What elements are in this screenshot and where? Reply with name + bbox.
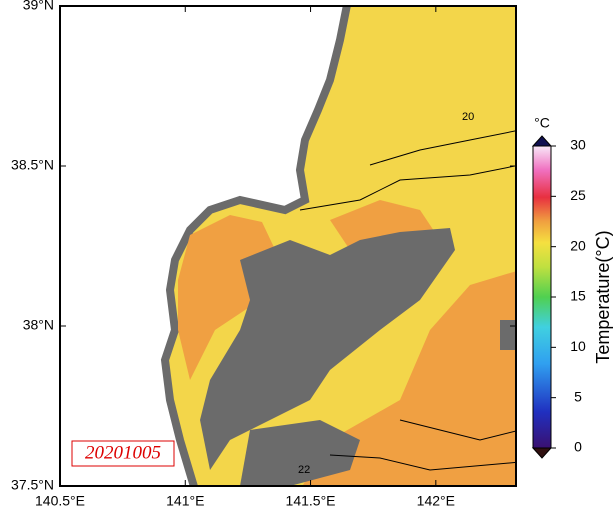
colorbar-unit: °C (534, 115, 550, 131)
no-data-area (200, 228, 455, 470)
y-tick-label: 39°N (23, 0, 54, 13)
colorbar: °C Temperature(°C) (531, 115, 613, 459)
colorbar-tick-label: 25 (570, 187, 586, 203)
colorbar-tick-label: 0 (574, 439, 582, 455)
x-tick-label: 141.5°E (286, 493, 336, 509)
contour (299, 130, 516, 471)
y-tick-label: 38°N (23, 317, 54, 333)
date-label: 20201005 (85, 442, 161, 463)
colorbar-bar (532, 145, 552, 449)
y-tick-label: 38.5°N (11, 157, 54, 173)
no-data-area (500, 320, 516, 350)
colorbar-label: Temperature(°C) (593, 230, 613, 363)
no-data-area (240, 420, 360, 486)
contour-label: 22 (298, 464, 310, 476)
colorbar-tick-label: 10 (570, 338, 586, 354)
colorbar-max (531, 135, 553, 147)
colorbar-min (531, 447, 553, 459)
field (160, 6, 516, 486)
date-box (71, 440, 175, 467)
x-tick-label: 142°E (417, 493, 455, 509)
colorbar-tick-label: 15 (570, 288, 586, 304)
colorbar-tick-label: 30 (570, 137, 586, 153)
warm-area (302, 271, 516, 486)
colorbar-tick-label: 20 (570, 237, 586, 253)
x-tick-label: 140.5°E (35, 493, 85, 509)
colorbar-tick-label: 5 (574, 388, 582, 404)
x-tick-label: 141°E (166, 493, 204, 509)
map-frame (59, 5, 517, 487)
y-tick-label: 37.5°N (11, 477, 54, 493)
contour-label: 20 (462, 111, 474, 123)
